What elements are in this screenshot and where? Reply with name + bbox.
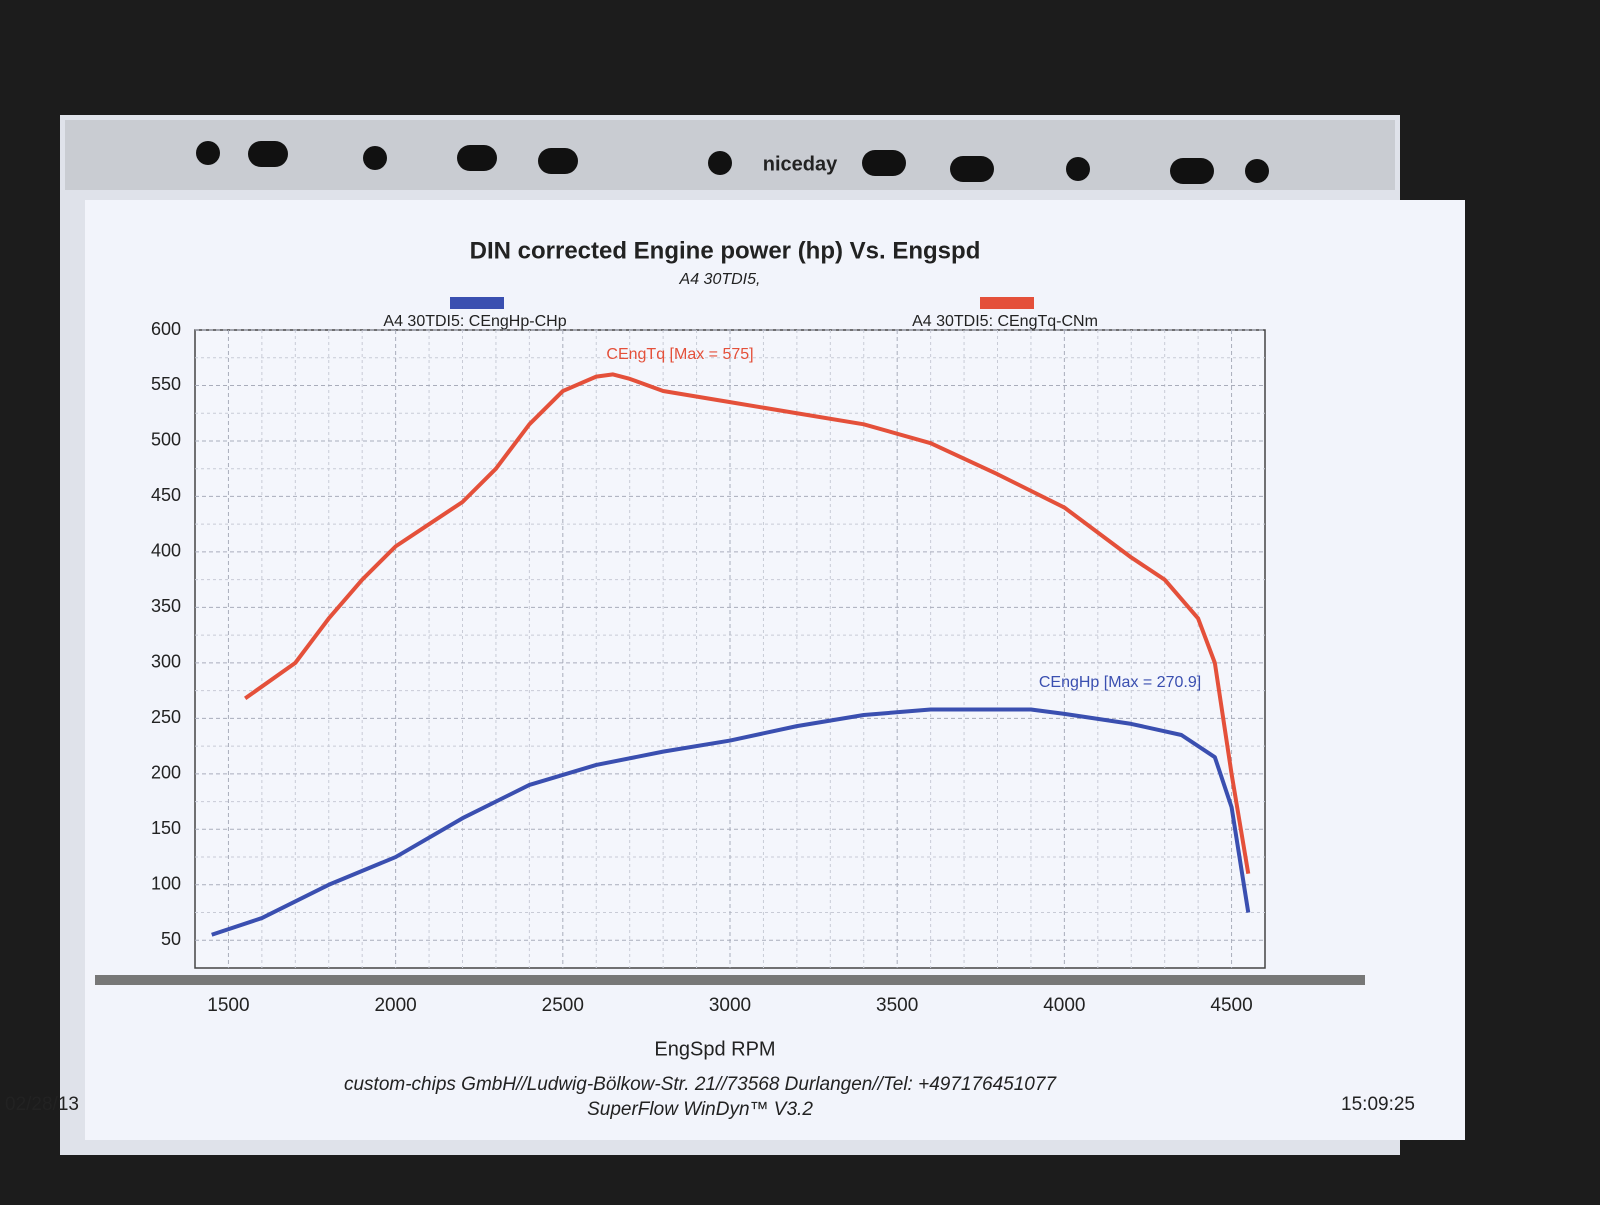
x-tick-label: 2500 xyxy=(542,995,584,1016)
y-tick-label: 50 xyxy=(161,929,181,949)
y-tick-label: 600 xyxy=(151,319,181,339)
x-tick-label: 1500 xyxy=(207,995,249,1016)
x-tick-label: 3000 xyxy=(709,995,751,1016)
legend-label: A4 30TDI5: CEngHp-CHp xyxy=(383,313,566,330)
legend-swatch xyxy=(980,297,1034,309)
legend-label: A4 30TDI5: CEngTq-CNm xyxy=(912,313,1098,330)
chart-title: DIN corrected Engine power (hp) Vs. Engs… xyxy=(470,237,981,264)
y-tick-label: 100 xyxy=(151,874,181,894)
x-tick-label: 4500 xyxy=(1210,995,1252,1016)
y-tick-label: 500 xyxy=(151,430,181,450)
y-tick-label: 250 xyxy=(151,707,181,727)
y-tick-label: 300 xyxy=(151,652,181,672)
y-tick-label: 550 xyxy=(151,374,181,394)
annotation: CEngTq [Max = 575] xyxy=(606,346,753,363)
y-tick-label: 450 xyxy=(151,485,181,505)
series-line xyxy=(211,707,1251,937)
date: 02/28/13 xyxy=(5,1094,79,1115)
y-tick-label: 350 xyxy=(151,596,181,616)
footer: custom-chips GmbH//Ludwig-Bölkow-Str. 21… xyxy=(344,1074,1057,1095)
series-line xyxy=(244,372,1251,875)
chart-subtitle: A4 30TDI5, xyxy=(679,271,761,288)
annotation: CEngHp [Max = 270.9] xyxy=(1039,674,1201,691)
software: SuperFlow WinDyn™ V3.2 xyxy=(587,1099,813,1120)
x-tick-label: 3500 xyxy=(876,995,918,1016)
punch-holes xyxy=(196,141,1269,184)
plot-shadow xyxy=(95,975,1365,985)
y-tick-label: 150 xyxy=(151,818,181,838)
y-tick-label: 400 xyxy=(151,541,181,561)
x-axis-label: EngSpd RPM xyxy=(654,1038,775,1060)
sleeve-brand: niceday xyxy=(763,153,838,175)
x-tick-label: 4000 xyxy=(1043,995,1085,1016)
y-tick-label: 200 xyxy=(151,763,181,783)
legend-swatch xyxy=(450,297,504,309)
x-tick-label: 2000 xyxy=(374,995,416,1016)
time: 15:09:25 xyxy=(1341,1094,1415,1115)
